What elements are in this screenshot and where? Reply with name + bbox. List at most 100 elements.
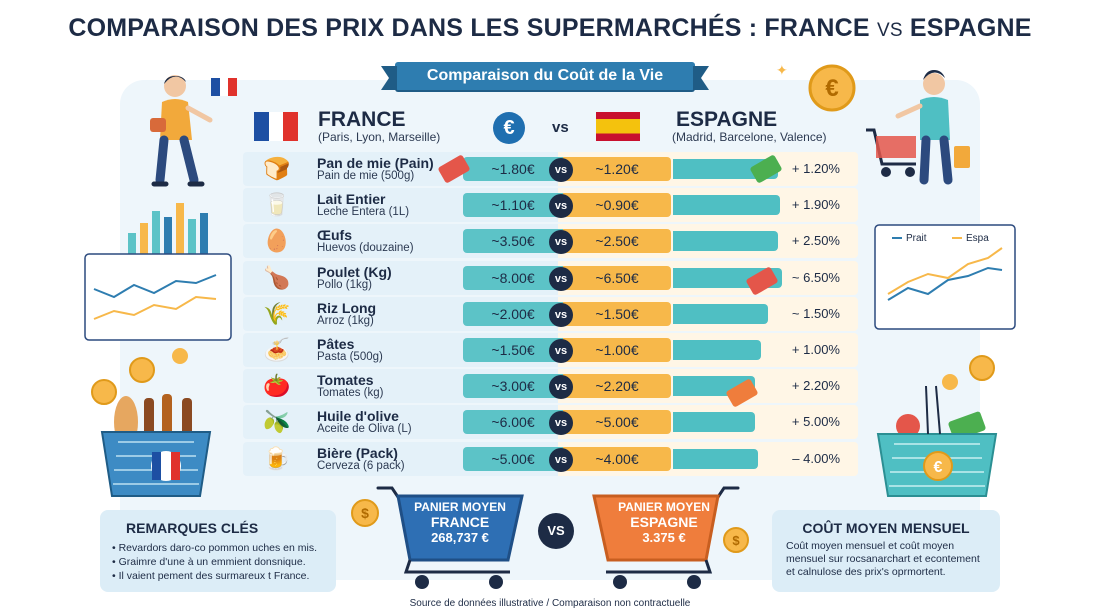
svg-text:€: € [825, 75, 838, 102]
dollar-coin-icon: $ [723, 527, 749, 553]
basket-france-illustration [91, 348, 212, 497]
france-flag [254, 112, 299, 141]
spain-price: ~4.00€ [563, 446, 671, 471]
monthly-cost-title: COÛT MOYEN MENSUEL [802, 520, 970, 536]
basket-france-label: PANIER MOYEN FRANCE 268,737 € [414, 500, 506, 545]
key-notes-box: REMARQUES CLÉS Revardors daro-co pommon … [100, 510, 336, 592]
comparison-row: 🫒 Huile d'olive Aceite de Oliva (L) ~6.00€ ~… [243, 405, 858, 440]
eggs-icon: 🥚 [263, 228, 291, 254]
france-price: ~1.50€ [463, 338, 563, 362]
woman-walking-illustration [150, 75, 213, 187]
product-name: Huile d'olive [317, 408, 399, 425]
key-note-item: Il vaient pement des surmareux t France. [112, 570, 324, 582]
dollar-coin-icon: $ [351, 499, 379, 527]
legend-series-a: Prait [906, 233, 927, 244]
difference-percent: + 1.20% [791, 161, 840, 176]
row-vs-badge: vs [549, 230, 573, 255]
difference-percent: ~ 6.50% [791, 269, 840, 285]
comparison-row: 🍗 Poulet (Kg) Pollo (1kg) ~8.00€ ~6.50€ vs ~ 6… [243, 260, 858, 295]
spain-price: ~0.90€ [563, 193, 671, 218]
source-note: Source de données illustrative / Compara… [409, 598, 691, 609]
product-subtitle: Pasta (500g) [317, 351, 383, 363]
difference-percent: + 1.90% [791, 197, 840, 213]
product-subtitle: Arroz (1kg) [317, 314, 374, 327]
spain-price: ~6.50€ [563, 265, 671, 290]
difference-bar [673, 340, 761, 360]
legend-series-b: Espa [966, 233, 989, 244]
key-note-item: Graimre d'une à un emmient donsnique. [112, 556, 324, 568]
subtitle-banner: Comparaison du Coût de la Vie [381, 62, 709, 90]
sparkle-icon: ✦ [776, 62, 788, 78]
basket-spain-illustration: € [876, 355, 998, 497]
row-vs-badge: vs [549, 375, 573, 400]
product-name: Poulet (Kg) [317, 263, 392, 280]
header-vs: vs [552, 119, 569, 136]
shopping-cart-france-icon [376, 486, 524, 589]
comparison-row: 🍞 Pan de mie (Pain) Pain de mie (500g) ~1.8… [243, 152, 858, 186]
spain-price: ~5.00€ [563, 410, 671, 435]
key-notes-list: Revardors daro-co pommon uches en mis. G… [112, 542, 324, 582]
spain-price: ~2.20€ [563, 374, 671, 399]
france-cities: (Paris, Lyon, Marseille) [318, 130, 441, 144]
difference-percent: – 4.00% [792, 450, 840, 466]
page-title: COMPARAISON DES PRIX DANS LES SUPERMARCH… [68, 14, 1032, 42]
row-vs-badge: vs [549, 447, 573, 472]
center-vs-badge: VS [538, 513, 574, 549]
france-price: ~5.00€ [463, 446, 563, 471]
difference-percent: + 5.00% [791, 414, 840, 430]
milk-icon: 🥛 [263, 192, 291, 218]
difference-percent: + 2.20% [791, 378, 840, 394]
product-name: Œufs [317, 227, 352, 244]
product-name: Riz Long [317, 299, 377, 316]
row-vs-badge: vs [549, 194, 573, 219]
product-subtitle: Aceite de Oliva (L) [317, 423, 412, 436]
france-name: FRANCE [318, 108, 406, 131]
france-price: ~1.10€ [463, 193, 563, 218]
difference-bar [673, 303, 768, 324]
row-vs-badge: vs [549, 302, 573, 327]
product-name: Tomates [317, 372, 374, 389]
bar-chart-illustration [128, 203, 208, 255]
tomato-icon: 🍅 [263, 373, 291, 399]
man-shopping-cart-illustration [866, 70, 970, 185]
line-chart-legend-right: Prait Espa [874, 224, 1016, 330]
euro-icon: € [493, 112, 525, 144]
line-chart-illustration-left [84, 253, 232, 341]
svg-text:$: $ [732, 533, 740, 548]
key-notes-title: REMARQUES CLÉS [126, 520, 259, 536]
difference-percent: + 1.00% [791, 342, 840, 357]
monthly-cost-box: COÛT MOYEN MENSUEL Coût moyen mensuel et… [772, 510, 1000, 592]
product-subtitle: Pollo (1kg) [317, 278, 372, 291]
rice-bag-icon: 🌾 [263, 300, 291, 326]
spain-cities: (Madrid, Barcelone, Valence) [672, 130, 827, 144]
row-vs-badge: vs [549, 339, 573, 363]
spain-name: ESPAGNE [676, 108, 778, 131]
comparison-row: 🍺 Bière (Pack) Cerveza (6 pack) ~5.00€ ~4.00… [243, 441, 858, 476]
product-name: Pan de mie (Pain) [317, 155, 434, 171]
basket-spain-label: PANIER MOYEN ESPAGNE 3.375 € [618, 500, 710, 545]
difference-bar [673, 231, 778, 252]
spain-price: ~2.50€ [563, 229, 671, 254]
difference-bar [673, 412, 755, 433]
comparison-row: 🥛 Lait Entier Leche Entera (1L) ~1.10€ ~0.90… [243, 188, 858, 223]
difference-percent: + 2.50% [791, 233, 840, 249]
france-price: ~1.80€ [463, 157, 563, 181]
product-subtitle: Pain de mie (500g) [317, 170, 415, 182]
difference-percent: ~ 1.50% [791, 305, 840, 321]
product-name: Bière (Pack) [317, 444, 398, 461]
chicken-icon: 🍗 [263, 264, 291, 290]
france-price: ~6.00€ [463, 410, 563, 435]
product-subtitle: Huevos (douzaine) [317, 242, 414, 255]
euro-coin-icon: € [808, 64, 856, 112]
spain-price: ~1.20€ [563, 157, 671, 181]
product-subtitle: Cerveza (6 pack) [317, 459, 405, 472]
bread-icon: 🍞 [263, 156, 291, 181]
pasta-icon: 🍝 [263, 337, 291, 362]
product-subtitle: Leche Entera (1L) [317, 206, 410, 219]
olive-oil-icon: 🫒 [263, 409, 291, 435]
shopping-cart-spain-icon [592, 486, 740, 589]
monthly-cost-text: Coût moyen mensuel et coût moyen mensuel… [786, 540, 980, 578]
difference-bar [673, 448, 758, 469]
beer-pack-icon: 🍺 [263, 445, 291, 471]
spain-price: ~1.50€ [563, 301, 671, 326]
